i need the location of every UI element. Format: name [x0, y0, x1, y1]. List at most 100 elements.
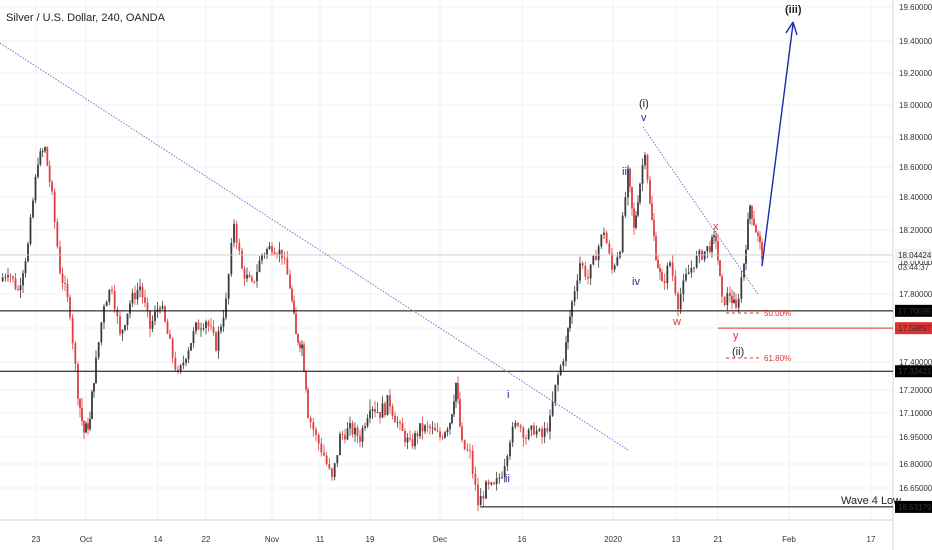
candle-body: [479, 496, 482, 506]
candle-body: [453, 401, 455, 415]
candle-body: [17, 288, 19, 291]
candle-body: [268, 245, 271, 250]
candle-body: [286, 258, 289, 275]
candle-body: [653, 219, 655, 237]
candle-body: [613, 265, 616, 270]
candle-body: [376, 412, 379, 413]
wave-label-10: ii: [505, 473, 510, 485]
candle-body: [241, 250, 243, 269]
candle-body: [37, 164, 39, 177]
candle-body: [603, 232, 605, 235]
candle-body: [535, 430, 538, 435]
candle-body: [154, 311, 156, 321]
candle-body: [205, 321, 207, 329]
candle-body: [735, 299, 737, 308]
candle-body: [731, 296, 733, 303]
fib-50-label: 50.00%: [764, 309, 791, 318]
candle-body: [404, 430, 406, 443]
candle-body: [655, 236, 657, 261]
candle-body: [485, 481, 487, 499]
candle-body: [757, 232, 759, 236]
candle-body: [719, 260, 721, 277]
candle-body: [366, 418, 369, 427]
x-tick-label: 13: [672, 535, 681, 544]
candle-body: [759, 235, 761, 243]
candle-body: [83, 421, 85, 433]
fib-618-label: 61.80%: [764, 354, 791, 363]
candle-body: [441, 437, 444, 439]
candle-body: [581, 263, 584, 266]
candle-body: [251, 277, 253, 282]
x-tick-label: Feb: [782, 535, 796, 544]
candle-body: [703, 251, 706, 260]
candle-body: [571, 301, 573, 317]
candle-body: [426, 425, 429, 427]
candle-body: [66, 284, 69, 298]
candle-body: [315, 429, 317, 435]
candle-body: [621, 215, 624, 253]
candle-body: [455, 382, 457, 402]
level-badge-17-33421: 17.33421: [898, 367, 932, 376]
candle-body: [698, 250, 701, 256]
candle-body: [103, 306, 105, 323]
candle-body: [361, 427, 364, 442]
candle-body: [493, 482, 495, 485]
level-badge-16-53179-bg: [895, 500, 932, 513]
candle-body: [333, 463, 336, 478]
candle-body: [573, 291, 576, 302]
y-axis[interactable]: 19.60000 19.40000 19.20000 19.00000 18.80000…: [895, 3, 932, 513]
candle-body: [530, 425, 533, 430]
x-axis[interactable]: 23 Oct 14 22 Nov 11 19 Dec 16 2020 13 21 Feb 17: [32, 535, 876, 544]
candle-body: [190, 343, 192, 351]
candle-body: [139, 286, 141, 291]
level-badge-17-59897-bg: [895, 322, 932, 335]
trend-lines: [0, 21, 798, 451]
candle-body: [753, 218, 755, 226]
candle-body: [444, 432, 446, 438]
candle-body: [192, 331, 195, 344]
candle-body: [85, 423, 87, 433]
candle-body: [253, 281, 256, 282]
candle-body: [459, 399, 461, 427]
candle-body: [349, 423, 351, 429]
candle-body: [197, 322, 200, 330]
candle-body: [439, 431, 441, 438]
candle-body: [569, 316, 571, 329]
y-tick-label: 17.80000: [899, 290, 932, 299]
candle-body: [141, 286, 144, 298]
candle-body: [22, 273, 24, 286]
candle-body: [411, 439, 414, 447]
candle-body: [258, 260, 261, 272]
candle-body: [97, 342, 100, 358]
level-badge-16-53179: 16.53179: [898, 503, 932, 512]
candle-body: [565, 342, 567, 362]
candle-body: [409, 437, 411, 440]
candle-body: [34, 176, 37, 201]
candle-body: [136, 290, 139, 300]
y-tick-label: 19.20000: [899, 69, 932, 78]
candle-body: [299, 342, 301, 349]
candle-body: [663, 281, 666, 284]
candle-body: [134, 292, 136, 300]
candle-body: [323, 452, 325, 456]
candle-body: [579, 263, 581, 281]
candle-body: [557, 375, 559, 385]
candle-body: [336, 455, 339, 464]
y-tick-label: 18.80000: [899, 133, 932, 142]
candle-body: [119, 316, 121, 334]
candle-body: [519, 425, 522, 428]
candle-body: [149, 310, 151, 329]
candle-body: [116, 309, 119, 317]
candle-body: [27, 243, 29, 262]
candle-body: [611, 253, 613, 270]
candle-body: [246, 274, 248, 279]
candle-body: [339, 434, 341, 456]
candle-body: [39, 151, 42, 165]
candle-body: [576, 280, 579, 292]
candle-body: [562, 361, 565, 366]
candle-body: [113, 291, 116, 310]
candle-body: [749, 205, 751, 220]
candle-body: [474, 473, 477, 485]
candle-body: [293, 300, 295, 314]
